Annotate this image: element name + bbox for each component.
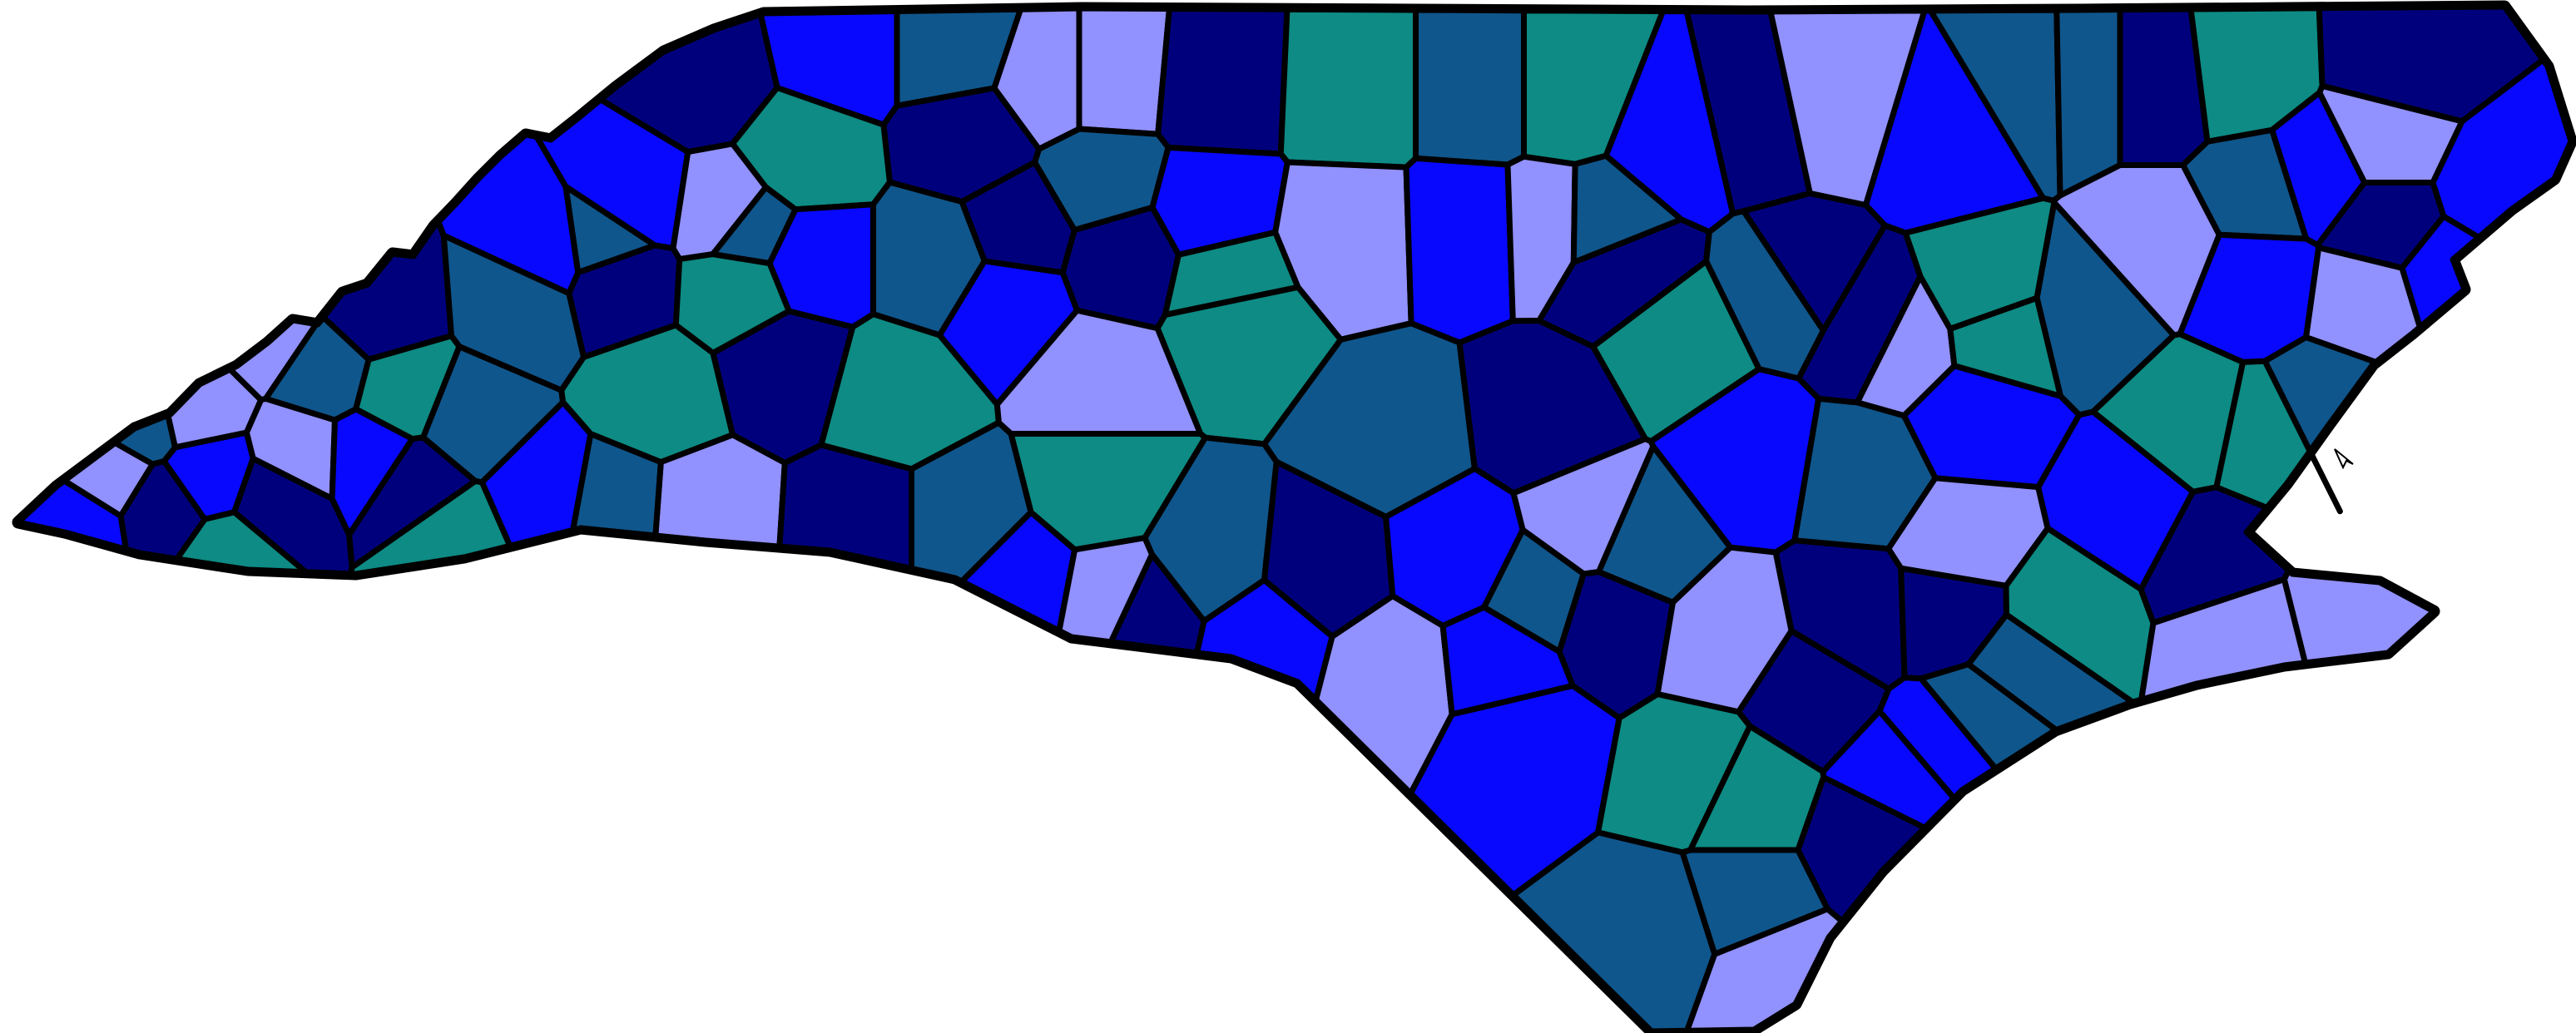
cursor-icon [2334, 448, 2354, 470]
county-region-93[interactable] [1796, 222, 1924, 406]
county-region-54[interactable] [1403, 155, 1516, 346]
county-region-109[interactable] [2261, 334, 2379, 515]
county-region-42[interactable] [776, 442, 914, 571]
county-region-128[interactable] [1684, 906, 1845, 1033]
county-region-95[interactable] [1570, 152, 1685, 265]
county-region-46[interactable] [1076, 5, 1172, 137]
county-region-34[interactable] [710, 184, 799, 266]
county-region-48[interactable] [1277, 6, 1419, 171]
county-region-47[interactable] [1155, 6, 1290, 157]
county-region-31[interactable] [597, 11, 780, 156]
county-region-68[interactable] [1194, 576, 1335, 703]
county-region-105[interactable] [2430, 57, 2574, 240]
county-region-49[interactable] [1413, 7, 1527, 168]
county-region-94[interactable] [1947, 294, 2063, 399]
county-region-92[interactable] [1703, 208, 1826, 382]
county-region-117[interactable] [2281, 567, 2437, 666]
county-region-11[interactable] [227, 317, 320, 403]
county-region-123[interactable] [1876, 675, 1999, 802]
county-region-41[interactable] [478, 399, 594, 549]
